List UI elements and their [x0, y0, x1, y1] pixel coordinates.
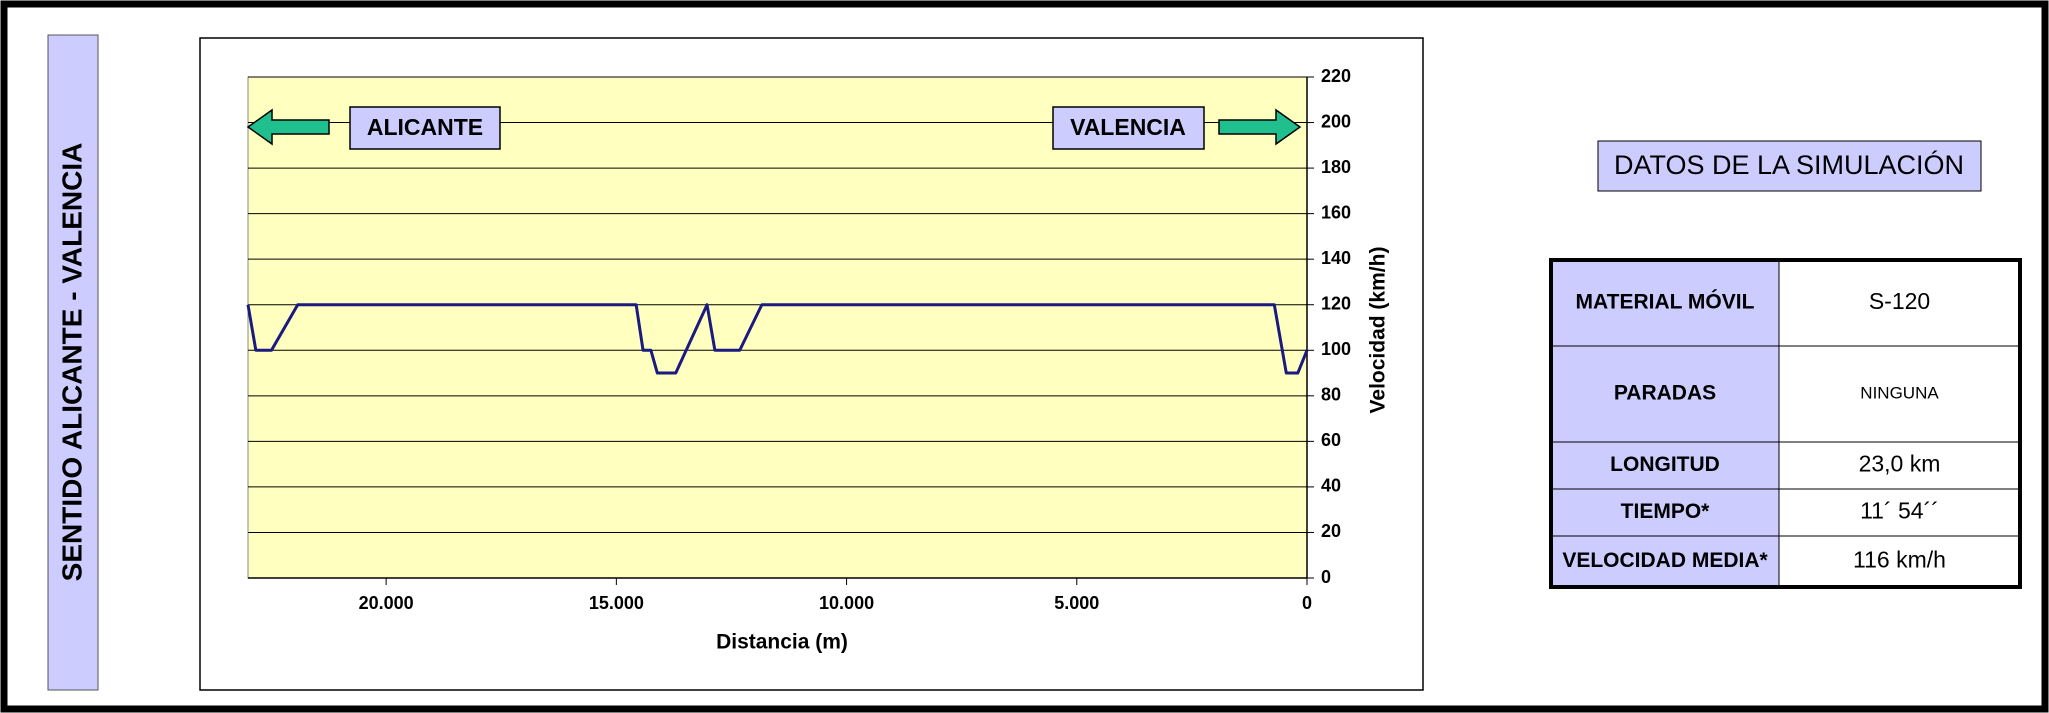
y-tick-label: 140 — [1321, 248, 1351, 268]
y-tick-label: 120 — [1321, 293, 1351, 313]
annotation: VALENCIA — [1070, 114, 1186, 140]
table-value-cell — [1778, 441, 2021, 490]
table-header-cell — [1550, 441, 1780, 490]
annotation-box — [1052, 106, 1205, 150]
table-value: 116 km/h — [1853, 547, 1946, 573]
table-header-cell — [1550, 345, 1780, 443]
x-axis-title: Distancia (m) — [716, 631, 848, 654]
table-header: VELOCIDAD MEDIA* — [1562, 549, 1768, 572]
table-header-cell — [1550, 488, 1780, 537]
y-tick-label: 80 — [1321, 385, 1341, 405]
table-title: DATOS DE LA SIMULACIÓN — [1614, 149, 1964, 180]
side-label: SENTIDO ALICANTE - VALENCIA — [56, 143, 87, 582]
table: MATERIAL MÓVIL S-120 PARADAS NINGUNA LONGITU… — [1549, 258, 2022, 589]
table-header: TIEMPO* — [1621, 500, 1711, 523]
y-tick-label: 20 — [1321, 521, 1341, 541]
table-value-cell — [1778, 488, 2021, 537]
y-tick-label: 180 — [1321, 157, 1351, 177]
table-value: NINGUNA — [1860, 383, 1939, 402]
y-axis-title: Velocidad (km/h) — [1367, 247, 1390, 414]
table-value: S-120 — [1869, 288, 1930, 314]
y-tick-label: 0 — [1321, 567, 1331, 587]
table-value-cell — [1778, 345, 2021, 443]
plot-area — [247, 76, 1308, 579]
y-tick-label: 40 — [1321, 476, 1341, 496]
table-value-cell — [1778, 259, 2021, 347]
x-tick-label: 10.000 — [819, 593, 874, 613]
x-tick-label: 5.000 — [1054, 593, 1099, 613]
arrow-right — [1218, 108, 1302, 146]
table-value-cell — [1778, 535, 2021, 588]
y-tick-label: 200 — [1321, 111, 1351, 131]
side-box — [47, 34, 99, 691]
table-header: MATERIAL MÓVIL — [1576, 290, 1755, 314]
x-tick-label: 15.000 — [589, 593, 644, 613]
y-tick-label: 220 — [1321, 66, 1351, 86]
y-tick-label: 160 — [1321, 202, 1351, 222]
x-tick-label: 20.000 — [359, 593, 414, 613]
table-header-cell — [1550, 259, 1780, 347]
plot: 0 20 40 60 80 100 120 140 160 180 200 220 20.000 15.0… — [246, 66, 1351, 613]
table-header-cell — [1550, 535, 1780, 588]
y-tick-label: 100 — [1321, 339, 1351, 359]
annotation: ALICANTE — [367, 114, 483, 140]
y-tick-label: 60 — [1321, 430, 1341, 450]
table-border — [1549, 258, 2022, 589]
table-header: LONGITUD — [1610, 453, 1720, 476]
x-tick-label: 0 — [1302, 593, 1312, 613]
table-header: PARADAS — [1614, 382, 1716, 405]
table-value: 11´ 54´´ — [1860, 498, 1939, 524]
speed-line — [246, 303, 1309, 375]
table-value: 23,0 km — [1859, 451, 1941, 477]
table-title-box — [1597, 140, 1982, 192]
arrow-left — [246, 108, 330, 146]
annotation-box — [349, 106, 501, 150]
